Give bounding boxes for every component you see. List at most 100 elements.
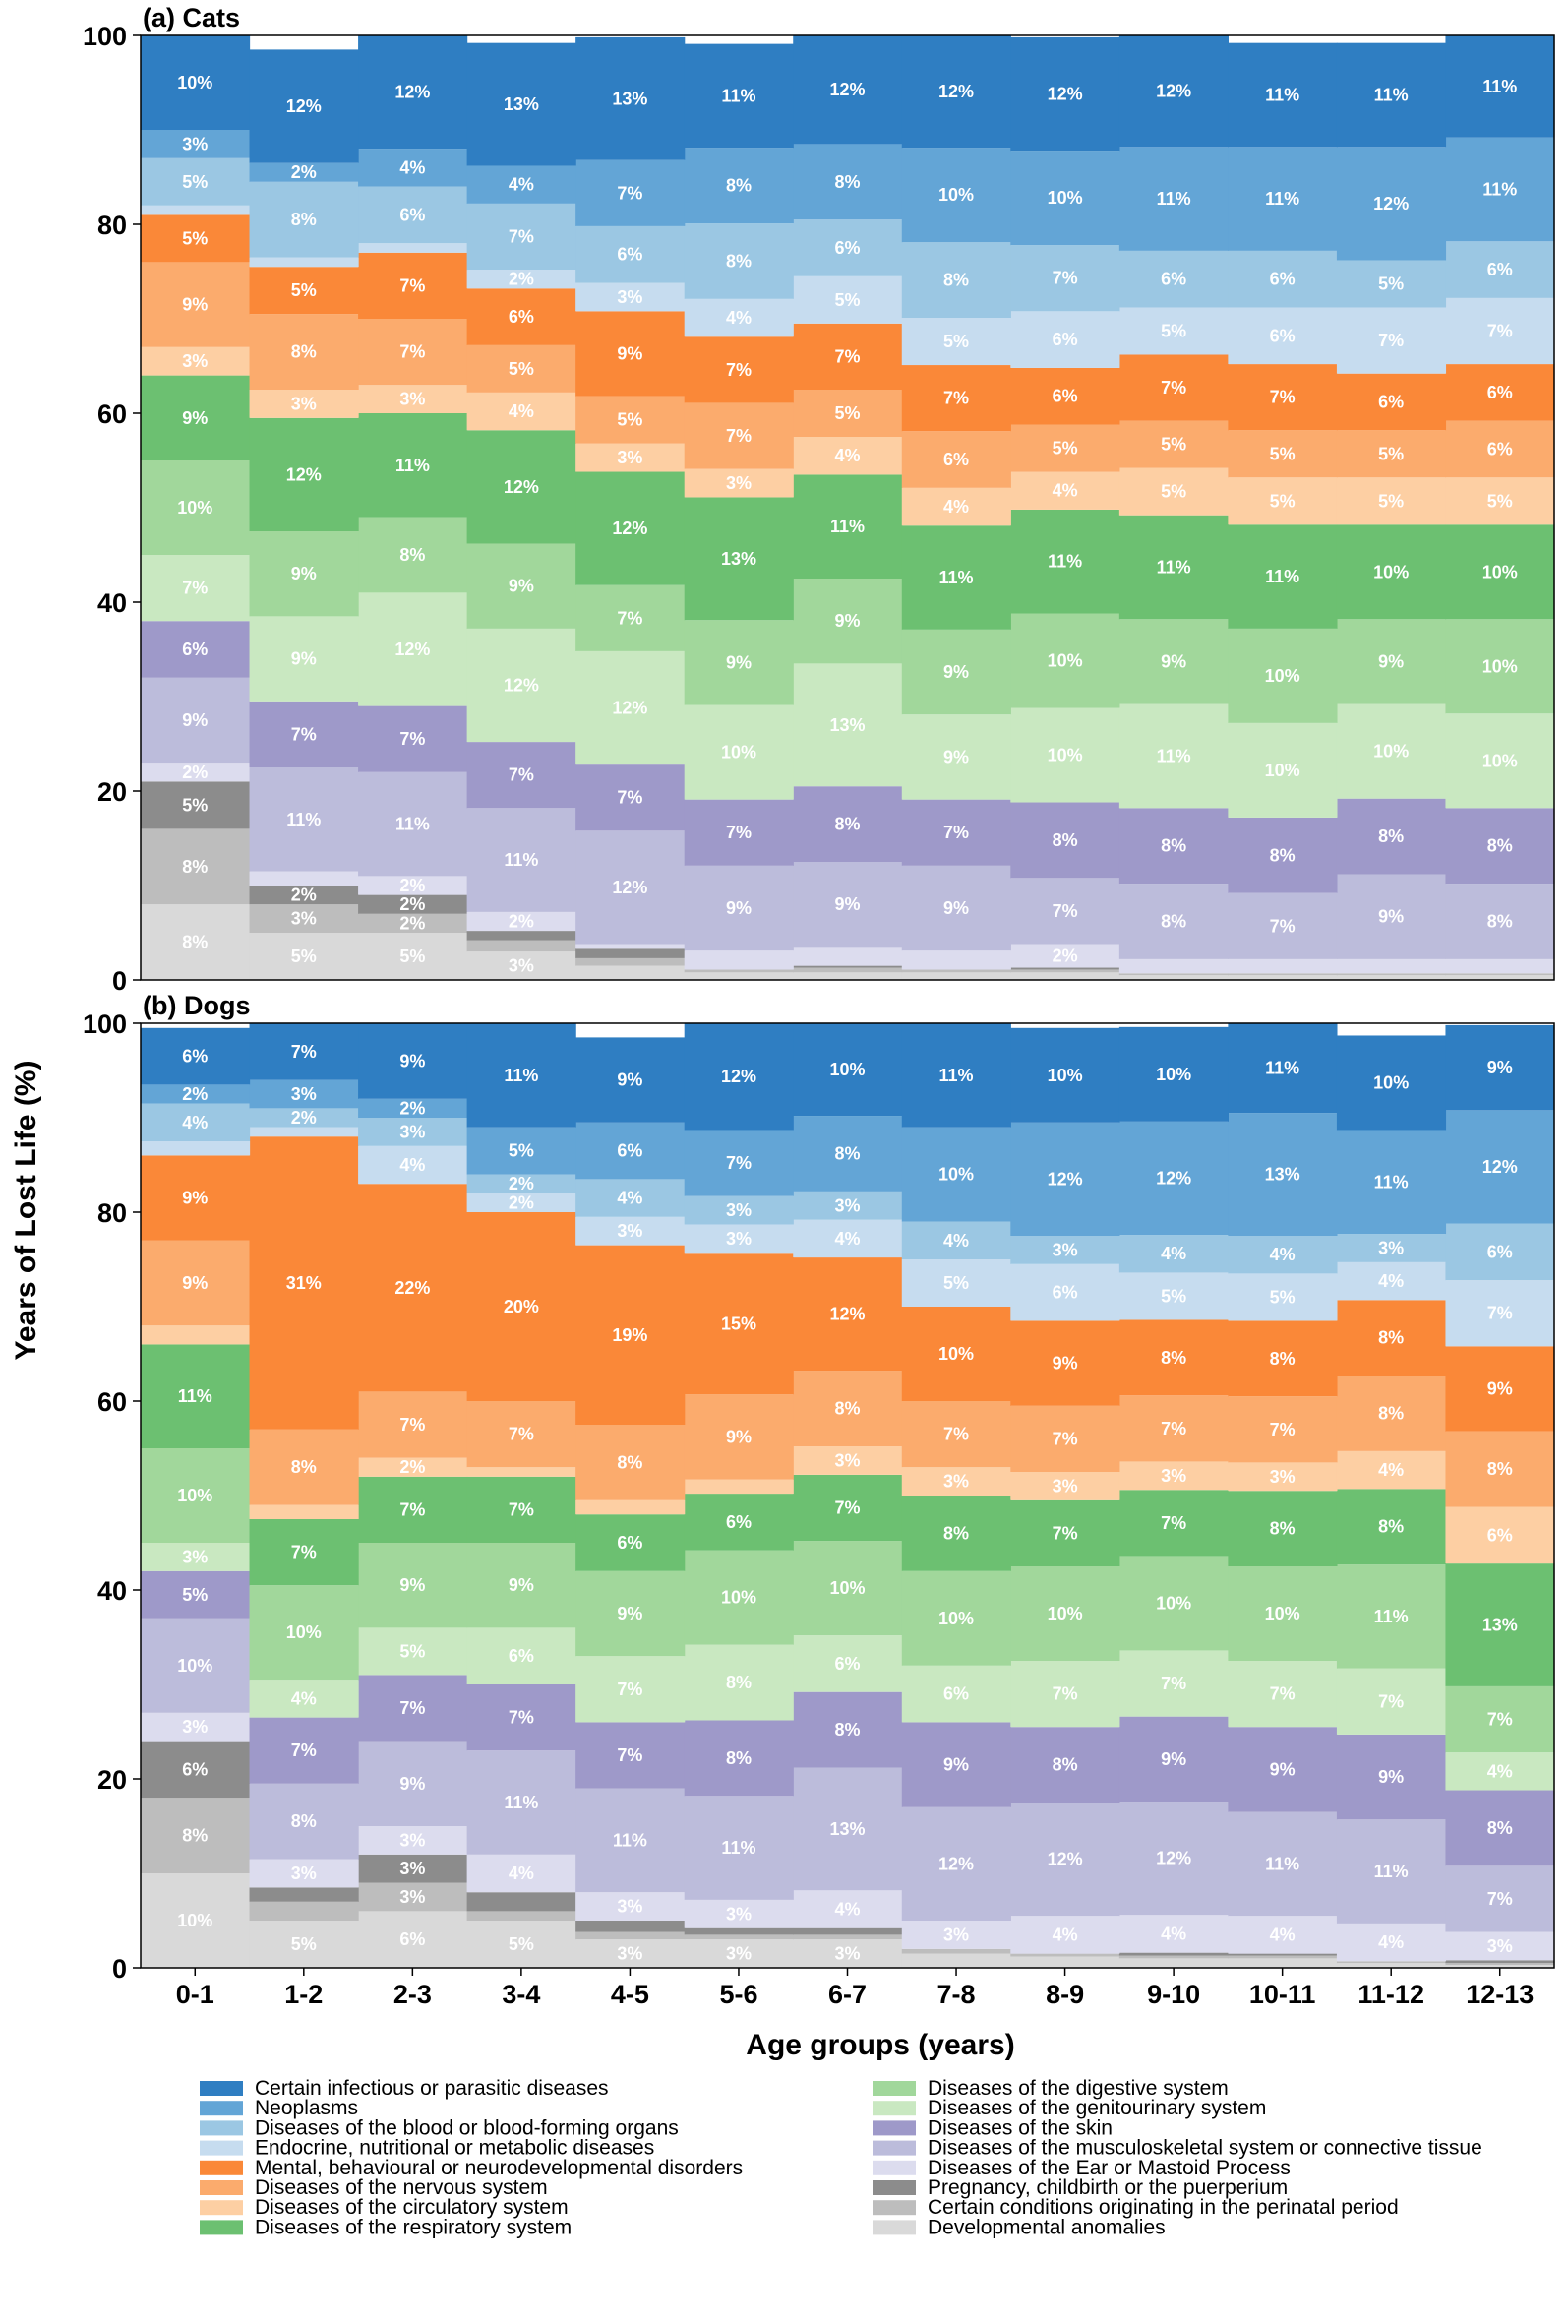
data-label: 11%: [1048, 552, 1082, 572]
data-label: 9%: [617, 1604, 642, 1623]
legend-item-diseases-of-the-circulatory-system: Diseases of the circulatory system: [200, 2196, 569, 2219]
bar-segment-diseases-of-the-skin-5-6: [684, 1720, 794, 1797]
bar-segment-diseases-of-the-musculoskeletal-system-or-connective-tissue-3-4: [466, 808, 576, 912]
bar-segment-diseases-of-the-digestive-system-2-3: [358, 1543, 468, 1628]
y-tick-label: 20: [97, 1765, 127, 1795]
legend-label: Pregnancy, childbirth or the puerperium: [928, 2176, 1288, 2199]
bar-segment-diseases-of-the-circulatory-system-7-8: [901, 487, 1011, 526]
y-tick-label: 0: [112, 1954, 127, 1984]
legend-swatch: [873, 2120, 916, 2136]
bar-segment-diseases-of-the-skin-5-6: [684, 799, 794, 866]
data-label: 9%: [1487, 1379, 1513, 1399]
bar-segment-diseases-of-the-genitourinary-system-10-11: [1228, 722, 1338, 818]
legend-label: Diseases of the circulatory system: [255, 2196, 569, 2219]
data-label: 9%: [182, 710, 208, 730]
data-label: 3%: [291, 1864, 317, 1883]
data-label: 7%: [1270, 1684, 1296, 1704]
bar-segment-diseases-of-the-skin-6-7: [793, 786, 903, 862]
bar-segment-diseases-of-the-digestive-system-9-10: [1118, 619, 1229, 704]
legend-item-certain-conditions-originating-in-the-perinatal-period: Certain conditions originating in the pe…: [873, 2196, 1399, 2219]
data-label: 12%: [504, 477, 539, 497]
bar-segment-neoplasms-11-12: [1336, 147, 1447, 261]
bar-segment-diseases-of-the-ear-or-mastoid-process-6-7: [793, 1890, 903, 1928]
data-label: 6%: [1053, 1283, 1078, 1303]
data-label: 7%: [399, 342, 425, 362]
data-label: 13%: [504, 94, 539, 114]
data-label: 9%: [834, 611, 860, 631]
bar-segment-diseases-of-the-musculoskeletal-system-or-connective-tissue-7-8: [901, 1806, 1011, 1921]
bar-segment-neoplasms-4-5: [575, 159, 686, 226]
bar-segment-endocrine-nutritional-or-metabolic-diseases-9-10: [1118, 307, 1229, 355]
bar-segment-certain-conditions-originating-in-the-perinatal-period-3-4: [466, 940, 576, 952]
data-label: 10%: [721, 1588, 756, 1608]
data-label: 4%: [943, 1231, 969, 1251]
bar-segment-diseases-of-the-circulatory-system-9-10: [1118, 1461, 1229, 1491]
bar-segment-diseases-of-the-blood-or-blood-forming-organs-9-10: [1118, 250, 1229, 308]
y-tick-label: 60: [97, 1387, 127, 1417]
legend-label: Certain conditions originating in the pe…: [928, 2196, 1399, 2219]
bar-segment-endocrine-nutritional-or-metabolic-diseases-11-12: [1336, 307, 1447, 374]
data-label: 2%: [399, 1457, 425, 1477]
bar-segment-neoplasms-2-3: [358, 1098, 468, 1118]
y-tick-label: 80: [97, 211, 127, 240]
x-tick-label: 9-10: [1147, 1980, 1200, 2009]
bar-segment-diseases-of-the-respiratory-system-12-13: [1445, 524, 1555, 620]
data-label: 3%: [617, 287, 642, 307]
bar-segment-diseases-of-the-skin-8-9: [1010, 1727, 1120, 1803]
x-tick-label: 10-11: [1249, 1980, 1316, 2009]
panel-title-b-dogs: (b) Dogs: [143, 991, 250, 1020]
data-label: 7%: [834, 1498, 860, 1517]
bar-segment-neoplasms-11-12: [1336, 1130, 1447, 1235]
bar-segment-developmental-anomalies-4-5: [575, 965, 686, 980]
bar-segment-diseases-of-the-circulatory-system-8-9: [1010, 471, 1120, 510]
legend-swatch: [873, 2200, 916, 2216]
bar-segment-neoplasms-9-10: [1118, 147, 1229, 251]
bar-segment-diseases-of-the-ear-or-mastoid-process-2-3: [358, 1826, 468, 1855]
y-axis-b-dogs: 0 20 40 60 80 100: [83, 1009, 141, 1984]
bar-segment-diseases-of-the-genitourinary-system-6-7: [793, 663, 903, 787]
data-label: 8%: [1270, 1349, 1296, 1369]
bar-segment-developmental-anomalies-11-12: [1336, 975, 1447, 980]
data-label: 6%: [617, 1141, 642, 1161]
bar-segment-diseases-of-the-musculoskeletal-system-or-connective-tissue-11-12: [1336, 1819, 1447, 1924]
data-label: 5%: [834, 290, 860, 310]
bar-segment-mental-behavioural-or-neurodevelopmental-disorders-7-8: [901, 1307, 1011, 1401]
bar-segment-diseases-of-the-genitourinary-system-0-1: [141, 1543, 251, 1571]
bar-segment-neoplasms-3-4: [466, 1127, 576, 1175]
bar-segment-mental-behavioural-or-neurodevelopmental-disorders-8-9: [1010, 367, 1120, 425]
bar-segment-certain-conditions-originating-in-the-perinatal-period-11-12: [1336, 973, 1447, 976]
bar-segment-diseases-of-the-ear-or-mastoid-process-9-10: [1118, 1915, 1229, 1953]
bar-segment-diseases-of-the-respiratory-system-8-9: [1010, 1499, 1120, 1566]
bar-segment-certain-infectious-or-parasitic-diseases-6-7: [793, 35, 903, 145]
bar-segment-diseases-of-the-genitourinary-system-11-12: [1336, 703, 1447, 799]
bar-segment-certain-infectious-or-parasitic-diseases-12-13: [1445, 35, 1555, 138]
x-tick-label: 8-9: [1046, 1980, 1084, 2009]
bar-segment-diseases-of-the-nervous-system-7-8: [901, 431, 1011, 488]
bar-segment-pregnancy-childbirth-or-the-puerperium-1-2: [249, 1887, 359, 1902]
data-label: 4%: [943, 497, 969, 517]
data-label: 9%: [399, 1575, 425, 1595]
bar-segment-diseases-of-the-musculoskeletal-system-or-connective-tissue-6-7: [793, 862, 903, 948]
data-label: 8%: [182, 933, 208, 952]
bar-segment-endocrine-nutritional-or-metabolic-diseases-11-12: [1336, 1261, 1447, 1301]
chart-panels: 8%5% 5% 3%8%3% 2%5%2% 2%2%2%2%2%9%11% 11%11%1…: [83, 3, 1555, 2009]
data-label: 2%: [291, 886, 317, 905]
bar-segment-diseases-of-the-musculoskeletal-system-or-connective-tissue-12-13: [1445, 1865, 1555, 1932]
data-label: 7%: [617, 183, 642, 203]
bar-segment-diseases-of-the-genitourinary-system-7-8: [901, 714, 1011, 800]
data-label: 11%: [939, 1066, 974, 1085]
data-label: 3%: [399, 1859, 425, 1878]
bar-segment-mental-behavioural-or-neurodevelopmental-disorders-10-11: [1228, 364, 1338, 431]
data-label: 10%: [177, 1486, 212, 1505]
data-label: 8%: [943, 1523, 969, 1543]
bar-segment-mental-behavioural-or-neurodevelopmental-disorders-9-10: [1118, 1319, 1229, 1396]
bar-segment-diseases-of-the-nervous-system-12-13: [1445, 1431, 1555, 1507]
bar-segment-certain-conditions-originating-in-the-perinatal-period-12-13: [1445, 973, 1555, 976]
bar-segment-diseases-of-the-ear-or-mastoid-process-10-11: [1228, 958, 1338, 974]
data-label: 7%: [182, 579, 208, 598]
data-label: 11%: [504, 1066, 538, 1085]
data-label: 8%: [726, 1748, 752, 1768]
data-label: 8%: [1053, 1755, 1078, 1775]
data-label: 11%: [1265, 567, 1299, 586]
data-label: 3%: [1053, 1476, 1078, 1496]
